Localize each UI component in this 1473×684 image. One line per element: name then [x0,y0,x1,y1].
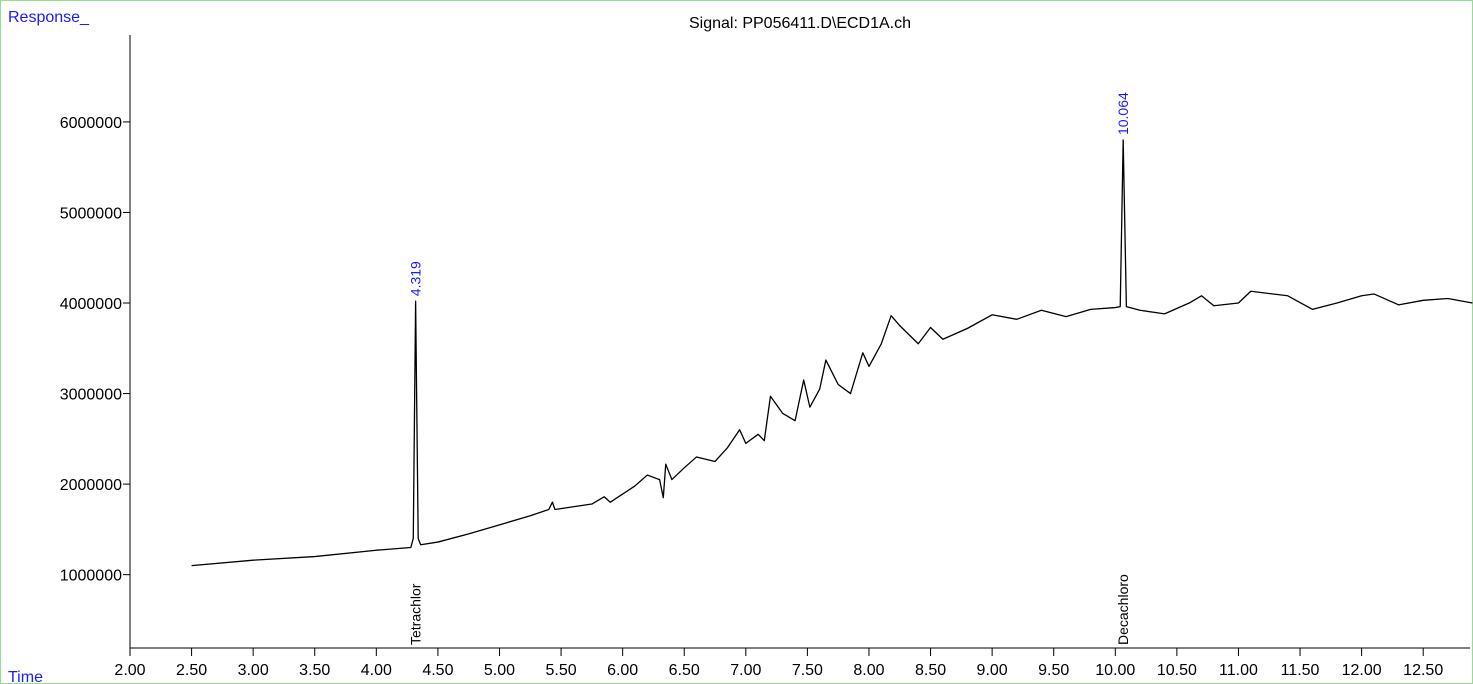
compound-label: Decachloro [1115,574,1131,645]
signal-line [191,139,1473,567]
x-tick-label: 10.50 [1157,662,1197,679]
x-tick-label: 2.50 [176,662,207,679]
y-tick-label: 5000000 [60,205,122,222]
x-tick-label: 11.50 [1281,662,1320,679]
y-tick-label: 6000000 [60,115,122,132]
y-tick-label: 2000000 [60,477,122,494]
x-tick-label: 12.50 [1403,662,1443,679]
compound-label: Tetrachlor [408,583,424,645]
x-tick-label: 3.00 [238,662,269,679]
chart-title: Signal: PP056411.D\ECD1A.ch [689,15,911,32]
peak-label: 4.319 [408,261,424,296]
x-tick-label: 5.50 [545,662,576,679]
y-tick-label: 4000000 [60,296,122,313]
x-tick-label: 6.50 [669,662,700,679]
x-tick-label: 4.00 [361,662,392,679]
peak-label: 10.064 [1115,92,1131,135]
x-tick-label: 8.00 [853,662,884,679]
x-tick-label: 9.50 [1038,662,1069,679]
x-tick-label: 10.00 [1095,662,1135,679]
x-tick-label: 3.50 [299,662,330,679]
x-tick-label: 6.00 [607,662,638,679]
y-tick-label: 3000000 [60,387,122,404]
x-tick-label: 7.00 [730,662,761,679]
y-axis-label: Response_ [8,9,90,26]
y-tick-label: 1000000 [60,568,122,585]
x-tick-label: 5.00 [484,662,515,679]
x-tick-label: 7.50 [792,662,823,679]
x-tick-label: 9.00 [977,662,1008,679]
x-tick-label: 11.00 [1219,662,1258,679]
x-tick-label: 2.00 [114,662,145,679]
x-axis-label: Time [8,669,43,684]
x-tick-label: 12.00 [1342,662,1382,679]
x-tick-label: 4.50 [422,662,453,679]
x-tick-label: 8.50 [915,662,946,679]
